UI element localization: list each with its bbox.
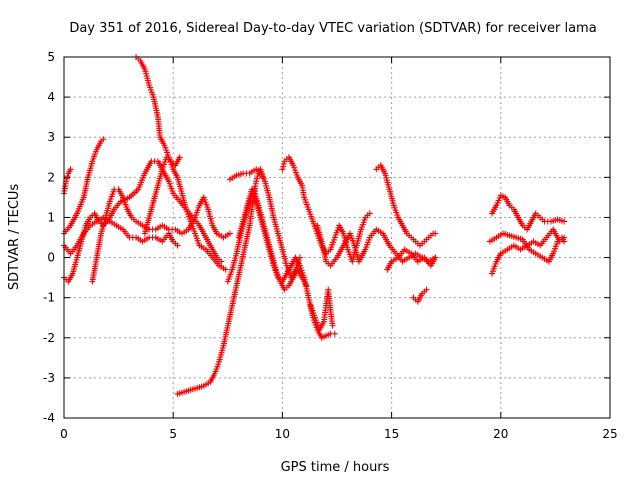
y-tick-label: -1 bbox=[43, 291, 55, 305]
x-tick-label: 10 bbox=[275, 427, 290, 441]
x-tick-label: 5 bbox=[169, 427, 177, 441]
point-markers bbox=[489, 192, 568, 233]
point-markers bbox=[410, 286, 430, 305]
series-track-g bbox=[141, 154, 183, 237]
point-markers bbox=[486, 230, 568, 265]
y-tick-label: -4 bbox=[43, 411, 55, 425]
point-markers bbox=[373, 162, 439, 249]
y-tick-label: 1 bbox=[47, 210, 55, 224]
y-tick-label: 5 bbox=[47, 50, 55, 64]
x-tick-label: 0 bbox=[60, 427, 68, 441]
series-track-j bbox=[226, 166, 303, 281]
plot-frame bbox=[63, 56, 611, 419]
point-markers bbox=[489, 226, 568, 277]
series-track-r bbox=[489, 226, 568, 277]
x-axis-label: GPS time / hours bbox=[281, 460, 390, 475]
x-tick-label: 20 bbox=[493, 427, 508, 441]
point-markers bbox=[141, 154, 183, 237]
y-tick-label: 2 bbox=[47, 170, 55, 184]
point-markers bbox=[61, 166, 74, 197]
series-track-q bbox=[410, 286, 430, 305]
y-tick-label: 4 bbox=[47, 90, 55, 104]
x-tick-label: 15 bbox=[384, 427, 399, 441]
y-tick-label: 3 bbox=[47, 130, 55, 144]
point-markers bbox=[89, 186, 233, 285]
series-track-t bbox=[486, 230, 568, 265]
y-axis-label: SDTVAR / TECUs bbox=[7, 184, 22, 291]
x-tick-label: 25 bbox=[602, 427, 617, 441]
series-track-d bbox=[89, 186, 233, 285]
point-markers bbox=[226, 166, 303, 281]
series-track-o bbox=[373, 162, 439, 249]
y-tick-label: -3 bbox=[43, 371, 55, 385]
y-tick-label: 0 bbox=[47, 251, 55, 265]
series-track-m bbox=[307, 286, 336, 333]
point-markers bbox=[307, 286, 336, 333]
point-markers bbox=[384, 246, 439, 273]
chart-title: Day 351 of 2016, Sidereal Day-to-day VTE… bbox=[69, 21, 596, 36]
series-track-s bbox=[489, 192, 568, 233]
series-track-a bbox=[61, 166, 74, 197]
data-points bbox=[61, 54, 568, 397]
axis-ticks: 0 5 10 15 20 25 -4 -3 -2 -1 0 1 2 3 4 5 bbox=[43, 50, 618, 441]
y-tick-label: -2 bbox=[43, 331, 55, 345]
series-track-p bbox=[384, 246, 439, 273]
